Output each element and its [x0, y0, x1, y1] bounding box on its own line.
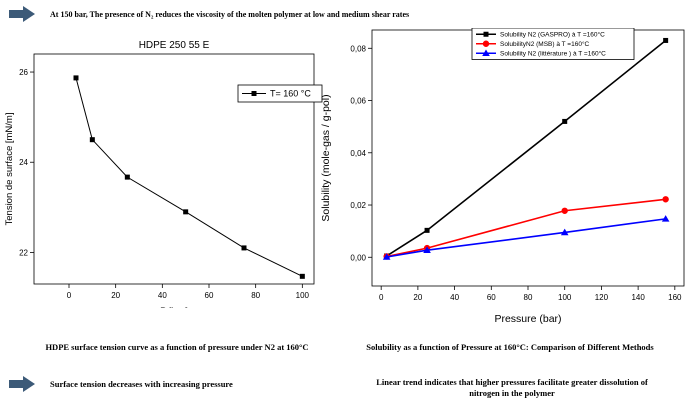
- data-point: [124, 174, 130, 180]
- y-axis-label: Solubility (mole-gas / g-pol): [320, 94, 332, 221]
- data-point: [424, 227, 430, 233]
- x-axis-label: P [bar]: [160, 306, 188, 308]
- solubility-chart: 0 20 40 60 80 100 120 140 160 0,00 0,02 0,04 0,06 0,0…: [320, 28, 685, 325]
- x-tick-label: 160: [668, 293, 682, 302]
- legend-label: SolubilityN2 (MSB) à T =160°C: [500, 40, 590, 48]
- y-axis-label: Tension de surface [mN/m]: [4, 113, 15, 226]
- data-point: [663, 37, 669, 43]
- data-point: [299, 273, 305, 279]
- y-tick-label: 0,02: [350, 201, 366, 210]
- legend-marker: [482, 49, 490, 57]
- x-tick-label: 80: [251, 291, 260, 300]
- legend-label: Solubility N2 (GASPRO) à T =160°C: [500, 30, 605, 38]
- x-tick-label: 60: [487, 293, 496, 302]
- x-tick-label: 0: [379, 293, 384, 302]
- data-point: [561, 207, 568, 214]
- legend-box: [237, 84, 323, 103]
- data-point: [560, 228, 569, 236]
- data-point: [73, 75, 79, 81]
- data-point: [241, 245, 247, 251]
- x-tick-label: 140: [631, 293, 645, 302]
- data-point: [89, 137, 95, 143]
- x-tick-label: 120: [595, 293, 609, 302]
- series-line: [386, 198, 666, 258]
- legend-box: [471, 28, 635, 60]
- x-tick-label: 100: [558, 293, 572, 302]
- legend-marker: [251, 91, 257, 96]
- x-tick-label: 100: [296, 291, 310, 300]
- y-tick-label: 0,04: [350, 149, 366, 158]
- y-tick-label: 0,08: [350, 44, 366, 53]
- left-caption: HDPE surface tension curve as a function…: [45, 342, 309, 352]
- series-line: [75, 77, 303, 277]
- x-tick-label: 40: [450, 293, 459, 302]
- x-tick-label: 80: [524, 293, 533, 302]
- legend-marker: [482, 40, 490, 47]
- surface-tension-chart: 0 20 40 60 80 100 22 24 26 P [bar] Tension de surf…: [4, 40, 323, 308]
- x-tick-label: 20: [111, 291, 120, 300]
- data-point: [661, 215, 670, 222]
- y-tick-label: 0,06: [350, 97, 366, 106]
- x-axis-label: Pressure (bar): [494, 313, 561, 325]
- arrow-right-icon: [9, 6, 35, 22]
- series-line: [386, 218, 666, 258]
- headline: At 150 bar, The presence of N₂ reduces t…: [50, 10, 410, 19]
- bullet-left-text: Surface tension decreases with increasin…: [50, 379, 233, 389]
- series-line: [386, 39, 667, 257]
- chart-title: HDPE 250 55 E: [139, 40, 210, 51]
- data-point: [423, 246, 431, 254]
- x-tick-label: 40: [158, 291, 167, 300]
- data-point: [662, 196, 669, 203]
- x-tick-label: 0: [67, 291, 72, 300]
- right-caption: Solubility as a function of Pressure at …: [366, 342, 654, 352]
- arrow-right-icon: [9, 376, 35, 392]
- bullet-right-text: Linear trend indicates that higher press…: [376, 377, 648, 398]
- y-tick-label: 22: [19, 248, 28, 257]
- legend-label: Solubility N2 (littérature ) à T =160°C: [500, 49, 606, 57]
- data-point: [382, 253, 391, 260]
- y-tick-label: 26: [19, 68, 28, 77]
- plot-frame: [371, 29, 685, 287]
- data-point: [183, 209, 189, 215]
- y-tick-label: 0,00: [350, 253, 366, 262]
- x-tick-label: 60: [205, 291, 214, 300]
- y-tick-label: 24: [19, 158, 28, 167]
- data-point: [562, 118, 568, 124]
- legend-label: T= 160 °C: [270, 89, 311, 99]
- plot-frame: [33, 53, 315, 285]
- legend-marker: [483, 31, 489, 37]
- x-tick-label: 20: [413, 293, 422, 302]
